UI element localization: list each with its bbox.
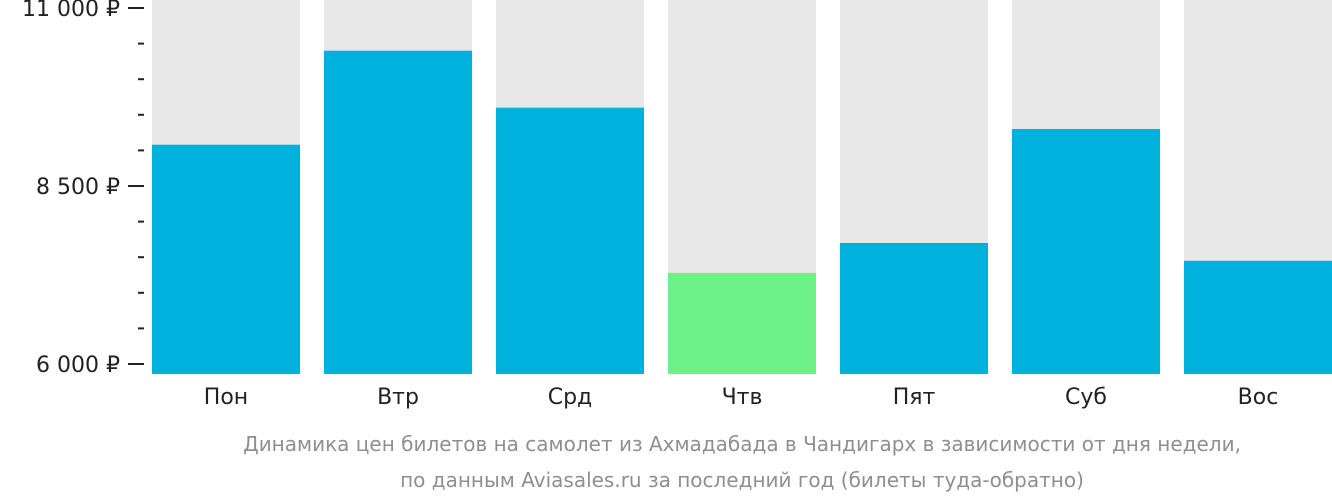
bar-4[interactable]: [668, 272, 816, 374]
x-tick-label: Пон: [204, 385, 248, 410]
x-tick-label: Вос: [1238, 385, 1279, 410]
x-tick-label: Пят: [893, 385, 936, 410]
bars: [152, 0, 1332, 375]
bar-7[interactable]: [1184, 260, 1332, 374]
bar-2[interactable]: [324, 50, 472, 374]
bar-6[interactable]: [1012, 129, 1160, 374]
bar-5[interactable]: [840, 242, 988, 374]
bar-3[interactable]: [496, 107, 644, 375]
chart-caption-line-2: по данным Aviasales.ru за последний год …: [400, 468, 1084, 492]
bar-1[interactable]: [152, 144, 300, 374]
x-tick-label: Срд: [548, 385, 593, 410]
y-axis: 11 000 ₽ 8 500 ₽ 6 000 ₽: [22, 0, 144, 378]
price-by-weekday-chart: 11 000 ₽ 8 500 ₽ 6 000 ₽ Пон Втр Срд Чтв Пят Су…: [22, 0, 1332, 410]
y-tick-label: 8 500 ₽: [36, 175, 120, 200]
y-tick-label: 11 000 ₽: [22, 0, 120, 22]
y-tick-label: 6 000 ₽: [36, 353, 120, 378]
x-tick-label: Втр: [377, 385, 419, 410]
x-tick-label: Чтв: [722, 385, 763, 410]
x-tick-label: Суб: [1065, 385, 1107, 410]
chart-caption-line-1: Динамика цен билетов на самолет из Ахмад…: [243, 432, 1241, 456]
x-axis: Пон Втр Срд Чтв Пят Суб Вос: [204, 385, 1279, 410]
